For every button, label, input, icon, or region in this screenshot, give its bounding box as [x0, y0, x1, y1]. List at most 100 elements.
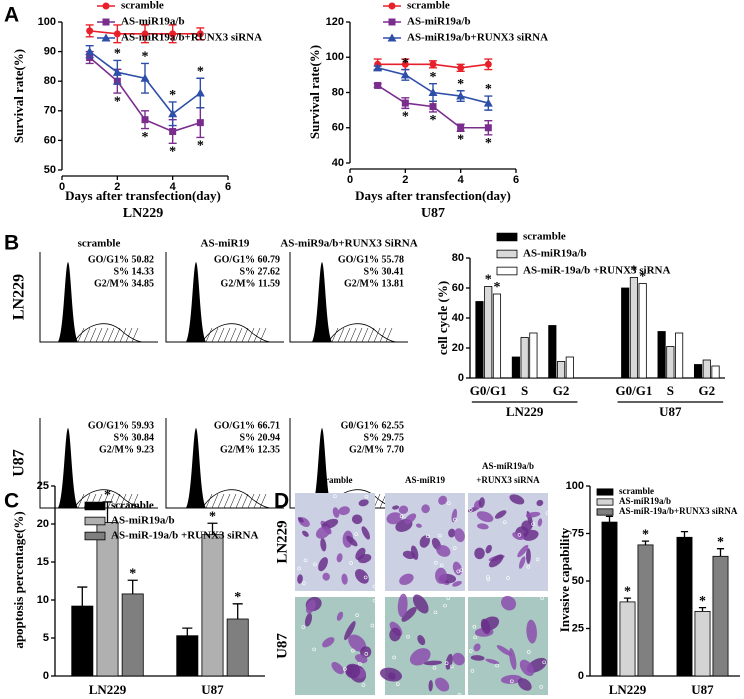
flow-hatch: [327, 323, 398, 343]
significance-label: *: [630, 264, 637, 279]
cell-blob: [297, 574, 303, 584]
y-tick-label: 25: [572, 622, 584, 634]
cell-blob: [496, 645, 512, 656]
cell-blob: [331, 661, 344, 675]
flow-hatch-line: [379, 327, 387, 343]
flow-peak: [312, 428, 332, 508]
y-tick-label: 25: [37, 480, 49, 492]
bar: [676, 536, 693, 677]
x-tick-label: 4: [458, 174, 465, 186]
point: [196, 30, 204, 38]
cell-blob: [536, 499, 544, 507]
cell-blob: [361, 526, 371, 540]
significance-label: *: [209, 509, 216, 524]
error-bar: [77, 586, 88, 607]
pore: [301, 625, 306, 629]
flow-stat: G2/M% 13.81: [344, 278, 404, 289]
x-axis-label: Days after transfection(day): [355, 188, 511, 203]
significance-label: *: [402, 56, 409, 71]
bar: [96, 522, 119, 677]
cell-blob: [438, 495, 447, 505]
flow-stat: GO/G1% 59.93: [88, 420, 154, 431]
cell-blob: [519, 659, 535, 676]
pore: [495, 663, 499, 668]
pore: [468, 649, 473, 653]
y-tick-label: 0: [578, 670, 584, 682]
bar: [619, 601, 636, 677]
error-bar: [182, 627, 193, 636]
significance-label: *: [402, 110, 409, 125]
legend-swatch: [496, 266, 518, 276]
point: [169, 128, 177, 136]
bar: [565, 356, 574, 379]
cell-blob: [517, 678, 532, 691]
cell-blob: [401, 607, 417, 622]
pore: [517, 533, 522, 537]
significance-label: *: [717, 535, 724, 550]
cell-blob: [478, 497, 485, 508]
cell-blob: [537, 518, 543, 527]
flow-stat: S% 30.84: [113, 432, 154, 443]
cell-blob: [305, 599, 316, 614]
legend-swatch: [596, 498, 614, 506]
x-tick-label: S: [667, 383, 674, 398]
y-axis-label: cell cycle (%): [435, 281, 450, 355]
x-tick-label: 2: [402, 174, 408, 186]
cell-blob: [509, 494, 525, 505]
significance-label: *: [642, 527, 649, 542]
point: [457, 64, 465, 72]
cell-blob: [389, 627, 401, 642]
image-column-label: +RUNX3 siRNA: [476, 475, 540, 485]
flow-stat: GO/G1% 55.78: [338, 254, 404, 265]
cell-blob: [476, 511, 494, 523]
flow-stat: S% 14.33: [113, 266, 154, 277]
point: [429, 103, 437, 111]
y-tick-label: 40: [452, 312, 464, 324]
y-tick-label: 10: [37, 594, 49, 606]
cell-blob: [485, 658, 500, 665]
flow-column-label: scramble: [78, 238, 121, 250]
pore: [432, 665, 437, 670]
pore: [470, 669, 475, 673]
flow-hatch-line: [113, 493, 121, 509]
flow-peak: [58, 262, 78, 342]
flow-hatch-line: [119, 327, 127, 343]
flow-hatch-line: [211, 493, 219, 509]
y-axis-label: Survival rate(%): [307, 45, 322, 139]
cell-blob: [485, 544, 492, 554]
point: [400, 70, 410, 79]
y-tick-label: 80: [44, 75, 56, 87]
pore: [433, 610, 438, 615]
x-tick-label: 6: [513, 174, 519, 186]
cell-blob: [304, 613, 313, 627]
pore: [510, 679, 514, 684]
pore: [473, 635, 477, 640]
flow-hatch-line: [205, 493, 213, 509]
flow-stat: S% 27.62: [239, 266, 280, 277]
cell-blob: [402, 550, 416, 559]
flow-hatch-line: [205, 327, 213, 343]
flow-row-label: LN229: [11, 274, 28, 320]
flow-stat: G2/M% 11.59: [221, 278, 280, 289]
pore: [545, 511, 550, 515]
flow-hatch-line: [131, 327, 139, 343]
cell-blob: [358, 499, 369, 507]
cell-blob: [336, 553, 343, 563]
pore: [526, 650, 531, 654]
significance-label: *: [639, 270, 646, 285]
cell-blob: [355, 569, 369, 584]
point: [141, 30, 149, 38]
y-tick-label: 100: [326, 51, 344, 63]
legend-label: AS-miR19a/b: [407, 16, 471, 28]
pore: [361, 683, 366, 687]
error-bar: [232, 603, 243, 619]
legend-label: AS-miR19a/b: [121, 16, 185, 28]
legend-label: AS-miR19a/b+RUNX3 siRNA: [407, 32, 548, 44]
pore: [472, 624, 477, 629]
flow-hatch: [201, 489, 272, 509]
pore: [456, 569, 461, 574]
legend-label: AS-miR19a/b: [523, 248, 587, 260]
point: [85, 47, 95, 56]
significance-label: *: [129, 566, 136, 581]
cell-blob: [412, 594, 429, 614]
